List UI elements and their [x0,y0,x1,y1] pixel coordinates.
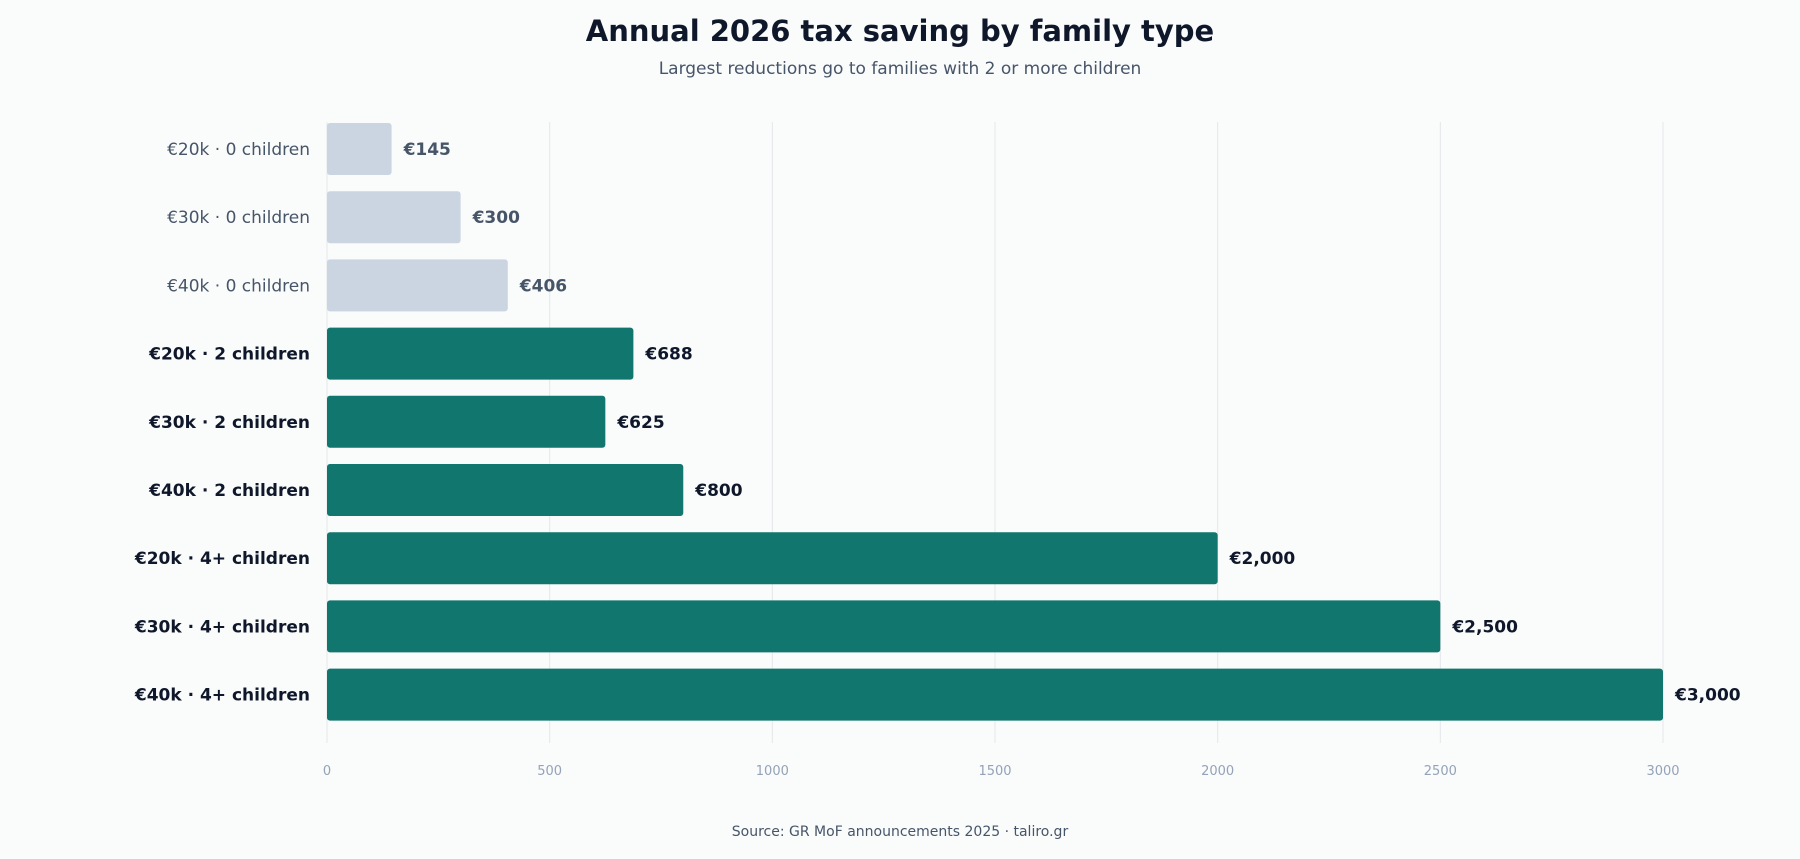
bar [327,259,508,312]
category-label: €40k · 2 children [148,481,310,501]
bar [327,327,634,380]
x-tick-label: 500 [537,764,562,779]
bar [327,600,1441,653]
value-label: €2,500 [1451,617,1518,637]
category-labels: €20k · 0 children €30k · 0 children €40k ·… [134,140,310,706]
chart-source: Source: GR MoF announcements 2025 · tali… [731,824,1069,840]
value-label: €2,000 [1229,549,1296,569]
value-label: €300 [472,208,520,228]
category-label: €20k · 4+ children [134,549,310,569]
value-label: €625 [616,413,664,433]
value-label: €3,000 [1674,686,1741,706]
x-tick-label: 2500 [1424,764,1457,779]
bar [327,395,606,448]
category-label: €40k · 4+ children [134,686,310,706]
category-label: €30k · 4+ children [134,617,310,637]
category-label: €40k · 0 children [167,276,310,296]
x-tick-label: 1500 [978,764,1011,779]
bars [327,123,1663,721]
chart-subtitle: Largest reductions go to families with 2… [658,59,1142,79]
x-axis-ticks: 0 500 1000 1500 2000 2500 3000 [323,764,1680,779]
value-label: €800 [694,481,742,501]
value-label: €145 [403,140,451,160]
value-label: €688 [644,345,692,365]
value-label: €406 [519,276,567,296]
x-tick-label: 2000 [1201,764,1234,779]
category-label: €30k · 2 children [148,413,310,433]
bar [327,123,392,175]
x-tick-label: 1000 [756,764,789,779]
value-labels: €145 €300 €406 €688 €625 €800 €2,000 €2,500 €3,0… [403,140,1741,706]
category-label: €30k · 0 children [167,208,310,228]
chart-title: Annual 2026 tax saving by family type [585,14,1215,48]
bar [327,191,461,244]
x-tick-label: 0 [323,764,331,779]
bar [327,668,1663,721]
x-tick-label: 3000 [1646,764,1679,779]
category-label: €20k · 2 children [148,345,310,365]
bar [327,532,1218,585]
category-label: €20k · 0 children [167,140,310,160]
bar [327,464,684,516]
